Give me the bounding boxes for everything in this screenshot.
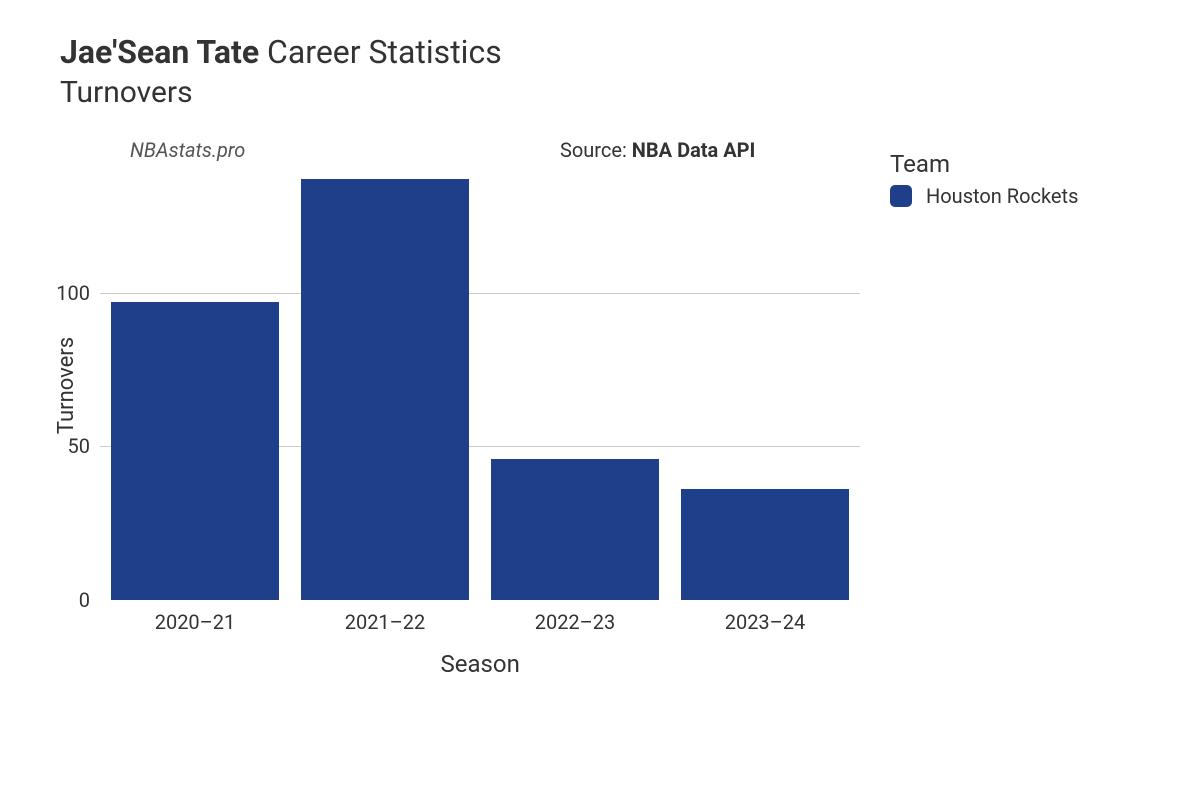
y-tick-label: 0 xyxy=(79,588,100,612)
plot-area: 0501002020–212021–222022–232023–24 xyxy=(100,170,860,600)
grid-line xyxy=(100,293,860,294)
legend-item: Houston Rockets xyxy=(890,184,1078,208)
y-tick-label: 100 xyxy=(56,281,100,305)
legend-title: Team xyxy=(890,150,1078,178)
y-axis-title: Turnovers xyxy=(54,337,79,434)
bar xyxy=(491,459,658,600)
legend-swatch xyxy=(890,185,912,207)
source-value: NBA Data API xyxy=(632,138,756,162)
chart-title-block: Jae'Sean Tate Career Statistics Turnover… xyxy=(60,32,502,112)
chart-subtitle: Turnovers xyxy=(60,74,502,112)
bar xyxy=(681,489,848,600)
x-tick-label: 2023–24 xyxy=(725,600,806,634)
chart-title-bold: Jae'Sean Tate xyxy=(60,33,259,71)
x-axis-title: Season xyxy=(441,650,520,678)
bar xyxy=(111,302,278,600)
source-label: Source: xyxy=(560,138,632,162)
chart-title: Jae'Sean Tate Career Statistics xyxy=(60,32,502,72)
source-attribution: Source: NBA Data API xyxy=(560,138,755,162)
chart-container: Jae'Sean Tate Career Statistics Turnover… xyxy=(0,0,1200,800)
x-tick-label: 2020–21 xyxy=(155,600,236,634)
y-tick-label: 50 xyxy=(68,434,100,458)
x-tick-label: 2021–22 xyxy=(345,600,426,634)
legend-item-label: Houston Rockets xyxy=(926,184,1078,208)
chart-title-regular: Career Statistics xyxy=(259,33,502,71)
legend: Team Houston Rockets xyxy=(890,150,1078,208)
bar xyxy=(301,179,468,600)
watermark-text: NBAstats.pro xyxy=(130,138,245,162)
x-tick-label: 2022–23 xyxy=(535,600,616,634)
